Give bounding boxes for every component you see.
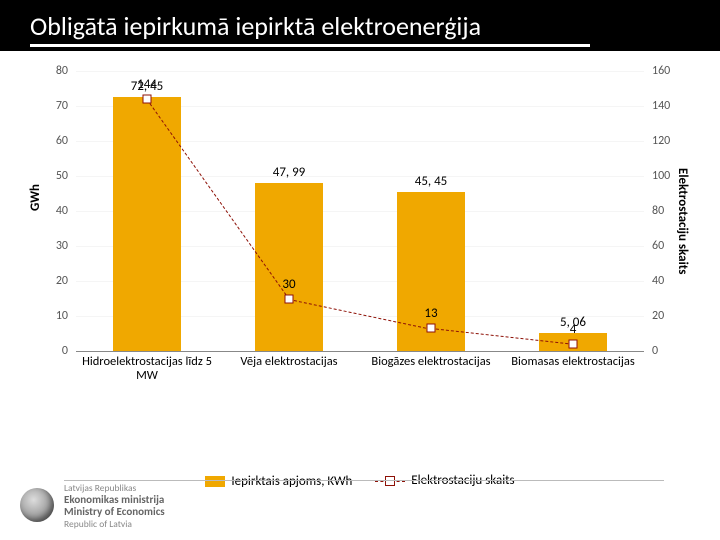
- line-value-label: 144: [137, 77, 157, 92]
- footer-line-2: Ministry of Economics: [64, 506, 664, 519]
- bar-value-label: 47, 99: [273, 165, 306, 180]
- x-category-label: Biomasas elektrostacijas: [502, 355, 644, 395]
- coat-of-arms-icon: [20, 488, 54, 522]
- x-category-label: Hidroelektrostacijas līdz 5 MW: [76, 355, 218, 395]
- page-title: Obligātā iepirkumā iepirktā elektroenerģ…: [30, 10, 481, 42]
- footer: Latvijas Republikas Ekonomikas ministrij…: [20, 480, 664, 530]
- bar-value-label: 45, 45: [415, 174, 448, 189]
- y-axis-right-label: Elektrostaciju skaits: [675, 91, 690, 351]
- chart: 80706050403020100 160140120100806040200 …: [30, 71, 690, 411]
- line-marker: [143, 95, 152, 104]
- y-axis-left: 80706050403020100: [30, 71, 72, 351]
- y-left-tick: 30: [30, 239, 72, 253]
- footer-text: Latvijas Republikas Ekonomikas ministrij…: [64, 480, 664, 530]
- y-left-tick: 0: [30, 344, 72, 358]
- x-category-label: Vēja elektrostacijas: [218, 355, 360, 395]
- line-marker: [569, 340, 578, 349]
- line-value-label: 13: [424, 306, 437, 321]
- y-left-tick: 80: [30, 64, 72, 78]
- bar: 72, 45: [113, 97, 181, 351]
- y-left-tick: 10: [30, 309, 72, 323]
- x-category-label: Biogāzes elektrostacijas: [360, 355, 502, 395]
- plot-area: 72, 4547, 9945, 455, 0614430134: [76, 71, 644, 352]
- line-marker: [427, 324, 436, 333]
- bar-group: 47, 99: [218, 183, 360, 351]
- y-left-tick: 70: [30, 99, 72, 113]
- y-left-tick: 50: [30, 169, 72, 183]
- y-left-tick: 60: [30, 134, 72, 148]
- footer-line-3: Republic of Latvia: [64, 519, 664, 530]
- title-bar: Obligātā iepirkumā iepirktā elektroenerģ…: [0, 0, 720, 51]
- y-axis-left-label: GWh: [28, 184, 43, 211]
- y-right-tick: 160: [648, 64, 690, 78]
- line-value-label: 4: [570, 322, 577, 337]
- bar-group: 72, 45: [76, 97, 218, 351]
- line-marker: [285, 294, 294, 303]
- title-underline: [30, 44, 590, 47]
- x-axis-labels: Hidroelektrostacijas līdz 5 MWVēja elekt…: [76, 355, 644, 395]
- y-left-tick: 20: [30, 274, 72, 288]
- line-value-label: 30: [282, 277, 295, 292]
